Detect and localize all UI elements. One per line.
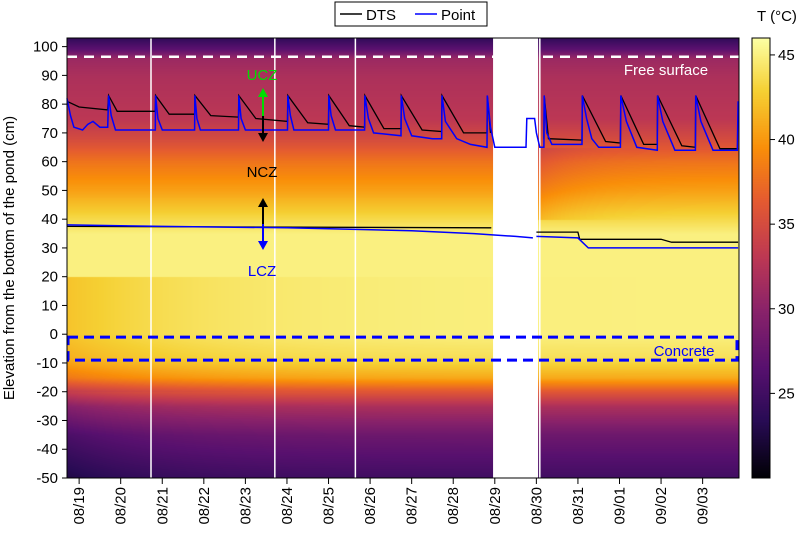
x-tick-label: 08/19 [71, 487, 88, 525]
y-tick-label: -40 [36, 441, 58, 458]
y-tick-label: 90 [41, 67, 58, 84]
y-tick-label: 10 [41, 297, 58, 314]
ncz-label: NCZ [247, 164, 278, 181]
x-tick-label: 08/24 [279, 487, 296, 525]
annotations: Free surface Concrete UCZ NCZ LCZ [247, 62, 715, 360]
lcz-label: LCZ [248, 263, 276, 280]
x-tick-label: 09/03 [695, 487, 712, 525]
y-tick-label: 100 [33, 39, 58, 56]
ncz-upper-arrow [258, 116, 268, 142]
x-tick-label: 08/20 [113, 487, 130, 525]
x-tick-label: 08/21 [154, 487, 171, 525]
x-tick-label: 09/01 [611, 487, 628, 525]
colorbar-tick-label: 30 [778, 301, 795, 318]
colorbar-frame [751, 37, 771, 479]
colorbar-tick-label: 45 [778, 47, 795, 64]
x-tick-label: 09/02 [653, 487, 670, 525]
colorbar-tick-label: 35 [778, 216, 795, 233]
y-tick-label: 70 [41, 125, 58, 142]
x-tick-label: 08/23 [237, 487, 254, 525]
series-line-point [536, 235, 739, 249]
x-tick-label: 08/29 [487, 487, 504, 525]
series-line-dts [536, 231, 739, 243]
concrete-box [66, 335, 739, 362]
free-surface-label: Free surface [624, 62, 708, 79]
colorbar-axis: 45 40 35 30 25 [770, 47, 795, 402]
x-tick-label: 08/25 [321, 487, 338, 525]
y-tick-label: 50 [41, 182, 58, 199]
y-tick-label: -20 [36, 384, 58, 401]
legend: DTS Point [334, 1, 488, 27]
y-tick-label: 80 [41, 96, 58, 113]
plot-frame [66, 37, 740, 479]
colorbar [752, 38, 770, 478]
y-tick-label: 40 [41, 211, 58, 228]
x-tick-label: 08/22 [196, 487, 213, 525]
ucz-label: UCZ [247, 67, 278, 84]
y-tick-label: -50 [36, 470, 58, 487]
colorbar-tick-label: 40 [778, 132, 795, 149]
concrete-label: Concrete [654, 343, 715, 360]
ncz-lower-arrow [258, 198, 268, 224]
colorbar-tick-label: 25 [778, 385, 795, 402]
legend-dts-label: DTS [366, 7, 396, 24]
y-tick-label: 0 [50, 326, 58, 343]
data-gap [493, 38, 539, 478]
x-tick-label: 08/27 [404, 487, 421, 525]
series-line-dts [66, 93, 492, 134]
y-axis-label: Elevation from the bottom of the pond (c… [1, 116, 18, 400]
x-tick-label: 08/31 [570, 487, 587, 525]
colorbar-label: T (°C) [757, 8, 797, 25]
y-tick-label: 60 [41, 154, 58, 171]
x-tick-label: 08/28 [445, 487, 462, 525]
lcz-arrow [258, 224, 268, 250]
y-tick-label: 30 [41, 240, 58, 257]
legend-point-label: Point [441, 7, 476, 24]
x-tick-label: 08/30 [528, 487, 545, 525]
series-line-point [66, 95, 739, 152]
ucz-arrow [258, 88, 268, 116]
y-tick-label: -30 [36, 412, 58, 429]
y-tick-label: 20 [41, 269, 58, 286]
x-tick-label: 08/26 [362, 487, 379, 525]
plot-marks [66, 38, 739, 478]
y-tick-label: -10 [36, 355, 58, 372]
x-axis: 08/19 08/20 08/21 08/22 08/23 08/24 08/25 08/26… [71, 478, 712, 525]
series-line-point [66, 224, 533, 239]
